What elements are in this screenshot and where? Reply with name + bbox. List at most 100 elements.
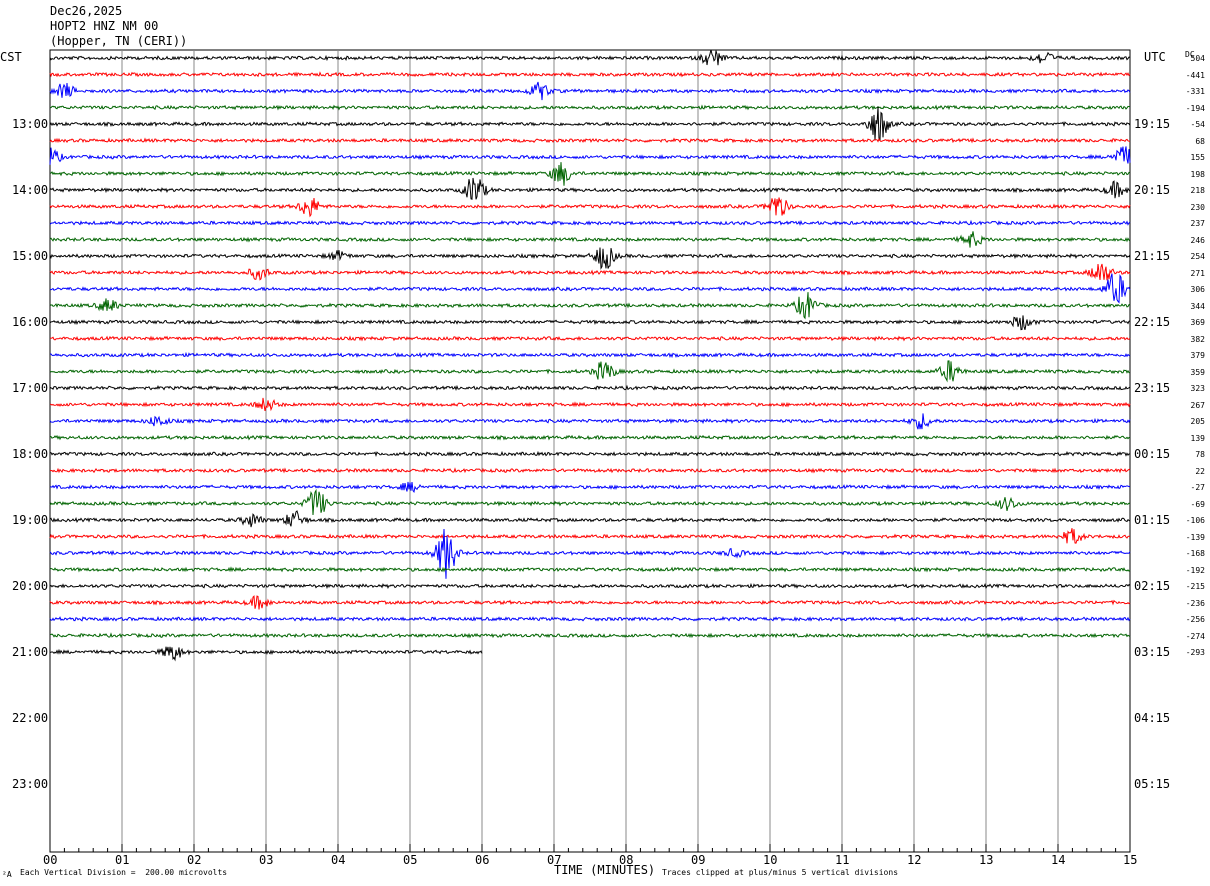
utc-hour-label: 23:15 bbox=[1134, 381, 1171, 395]
trace-27 bbox=[49, 488, 1131, 516]
grid-lines bbox=[49, 49, 1131, 853]
trace-14 bbox=[49, 273, 1131, 304]
trace-2 bbox=[49, 81, 1131, 101]
clip-note: Traces clipped at plus/minus 5 vertical … bbox=[662, 868, 899, 877]
dc-offset-label: 155 bbox=[1190, 153, 1205, 162]
cst-hour-label: 17:00 bbox=[12, 381, 49, 395]
dc-offset-label: 198 bbox=[1190, 169, 1205, 179]
utc-hour-label: 19:15 bbox=[1134, 117, 1171, 131]
cst-hour-label: 14:00 bbox=[12, 183, 49, 197]
dc-offset-label: 382 bbox=[1190, 334, 1205, 344]
dc-offset-label: -293 bbox=[1185, 648, 1205, 657]
trace-31 bbox=[49, 566, 1131, 573]
trace-16 bbox=[49, 315, 1131, 331]
trace-12 bbox=[49, 247, 1131, 270]
scale-note: Each Vertical Division = 200.00 microvol… bbox=[20, 868, 228, 877]
right-axis-label: UTC bbox=[1144, 50, 1166, 64]
x-tick-label: 11 bbox=[835, 853, 850, 867]
utc-hour-label: 00:15 bbox=[1134, 447, 1171, 461]
cst-hour-label: 16:00 bbox=[12, 315, 49, 329]
trace-7 bbox=[50, 162, 1131, 186]
utc-hour-label: 01:15 bbox=[1134, 513, 1171, 527]
x-tick-label: 09 bbox=[691, 853, 706, 867]
trace-29 bbox=[49, 528, 1130, 544]
utc-hour-label: 21:15 bbox=[1134, 249, 1171, 263]
trace-9 bbox=[49, 197, 1131, 218]
dc-offset-label: 369 bbox=[1190, 318, 1205, 327]
dc-offset-label: -27 bbox=[1190, 483, 1205, 492]
trace-21 bbox=[49, 397, 1131, 412]
dc-offset-label: 78 bbox=[1195, 450, 1205, 459]
x-tick-label: 08 bbox=[619, 853, 634, 867]
utc-hour-label: 02:15 bbox=[1134, 579, 1171, 593]
dc-offset-label: 237 bbox=[1190, 219, 1205, 228]
dc-offset-label: -441 bbox=[1185, 70, 1205, 80]
trace-22 bbox=[49, 413, 1131, 430]
trace-28 bbox=[49, 510, 1131, 528]
trace-34 bbox=[49, 615, 1131, 623]
dc-offset-label: 306 bbox=[1190, 285, 1205, 294]
dc-offset-label: 230 bbox=[1190, 202, 1205, 212]
utc-hour-label: 04:15 bbox=[1134, 711, 1171, 725]
dc-offset-label: 22 bbox=[1195, 466, 1205, 476]
dc-offset-label: -331 bbox=[1185, 87, 1205, 96]
dc-offset-label: -274 bbox=[1185, 631, 1205, 641]
trace-4 bbox=[49, 106, 1131, 141]
x-tick-label: 01 bbox=[115, 853, 130, 867]
trace-6 bbox=[49, 146, 1131, 165]
trace-group bbox=[49, 49, 1131, 662]
x-tick-label: 06 bbox=[475, 853, 490, 867]
dc-header: DC bbox=[1185, 50, 1195, 59]
cst-hour-label: 21:00 bbox=[12, 645, 49, 659]
dc-offset-label: 68 bbox=[1195, 136, 1205, 146]
trace-19 bbox=[49, 360, 1131, 383]
dc-offset-label: 205 bbox=[1190, 417, 1205, 426]
dc-offset-label: 271 bbox=[1190, 268, 1205, 278]
trace-30 bbox=[49, 528, 1131, 579]
trace-18 bbox=[50, 351, 1131, 359]
plot-frame bbox=[49, 49, 1131, 853]
trace-15 bbox=[49, 292, 1131, 320]
left-axis-label: CST bbox=[0, 50, 22, 64]
header-date: Dec26,2025 bbox=[50, 4, 123, 18]
trace-1 bbox=[49, 71, 1131, 78]
utc-hour-label: 20:15 bbox=[1134, 183, 1171, 197]
trace-0 bbox=[49, 49, 1131, 66]
dc-offset-label: 359 bbox=[1190, 367, 1205, 377]
trace-5 bbox=[49, 137, 1131, 144]
dc-offset-label: -54 bbox=[1190, 120, 1205, 129]
x-axis-ticks bbox=[49, 844, 1131, 852]
x-tick-label: 14 bbox=[1051, 853, 1066, 867]
dc-offset-label: 504 bbox=[1190, 54, 1205, 63]
corner-mark: ²A bbox=[2, 870, 12, 879]
dc-offset-label: 139 bbox=[1190, 433, 1205, 443]
cst-hour-label: 15:00 bbox=[12, 249, 49, 263]
trace-10 bbox=[49, 219, 1131, 227]
header-location: (Hopper, TN (CERI)) bbox=[50, 34, 188, 48]
dc-offset-label: 379 bbox=[1190, 351, 1205, 360]
trace-23 bbox=[49, 434, 1131, 441]
trace-26 bbox=[49, 481, 1131, 494]
x-tick-label: 13 bbox=[979, 853, 994, 867]
trace-8 bbox=[49, 177, 1131, 200]
dc-offset-label: -236 bbox=[1185, 598, 1205, 608]
dc-offset-label: -192 bbox=[1185, 565, 1205, 575]
x-tick-label: 05 bbox=[403, 853, 418, 867]
dc-offset-label: 218 bbox=[1190, 186, 1205, 195]
x-tick-label: 15 bbox=[1123, 853, 1138, 867]
trace-13 bbox=[49, 263, 1131, 281]
cst-hour-label: 20:00 bbox=[12, 579, 49, 593]
trace-33 bbox=[49, 595, 1131, 610]
utc-hour-label: 03:15 bbox=[1134, 645, 1171, 659]
cst-hour-label: 18:00 bbox=[12, 447, 49, 461]
x-tick-label: 02 bbox=[187, 853, 202, 867]
dc-offset-label: -69 bbox=[1190, 499, 1205, 509]
trace-24 bbox=[49, 450, 1131, 458]
cst-hour-label: 22:00 bbox=[12, 711, 49, 725]
x-axis-title: TIME (MINUTES) bbox=[554, 863, 656, 877]
x-tick-label: 07 bbox=[547, 853, 562, 867]
dc-offset-label: 246 bbox=[1190, 235, 1205, 245]
cst-hour-label: 23:00 bbox=[12, 777, 49, 791]
dc-offset-label: 267 bbox=[1190, 400, 1205, 410]
